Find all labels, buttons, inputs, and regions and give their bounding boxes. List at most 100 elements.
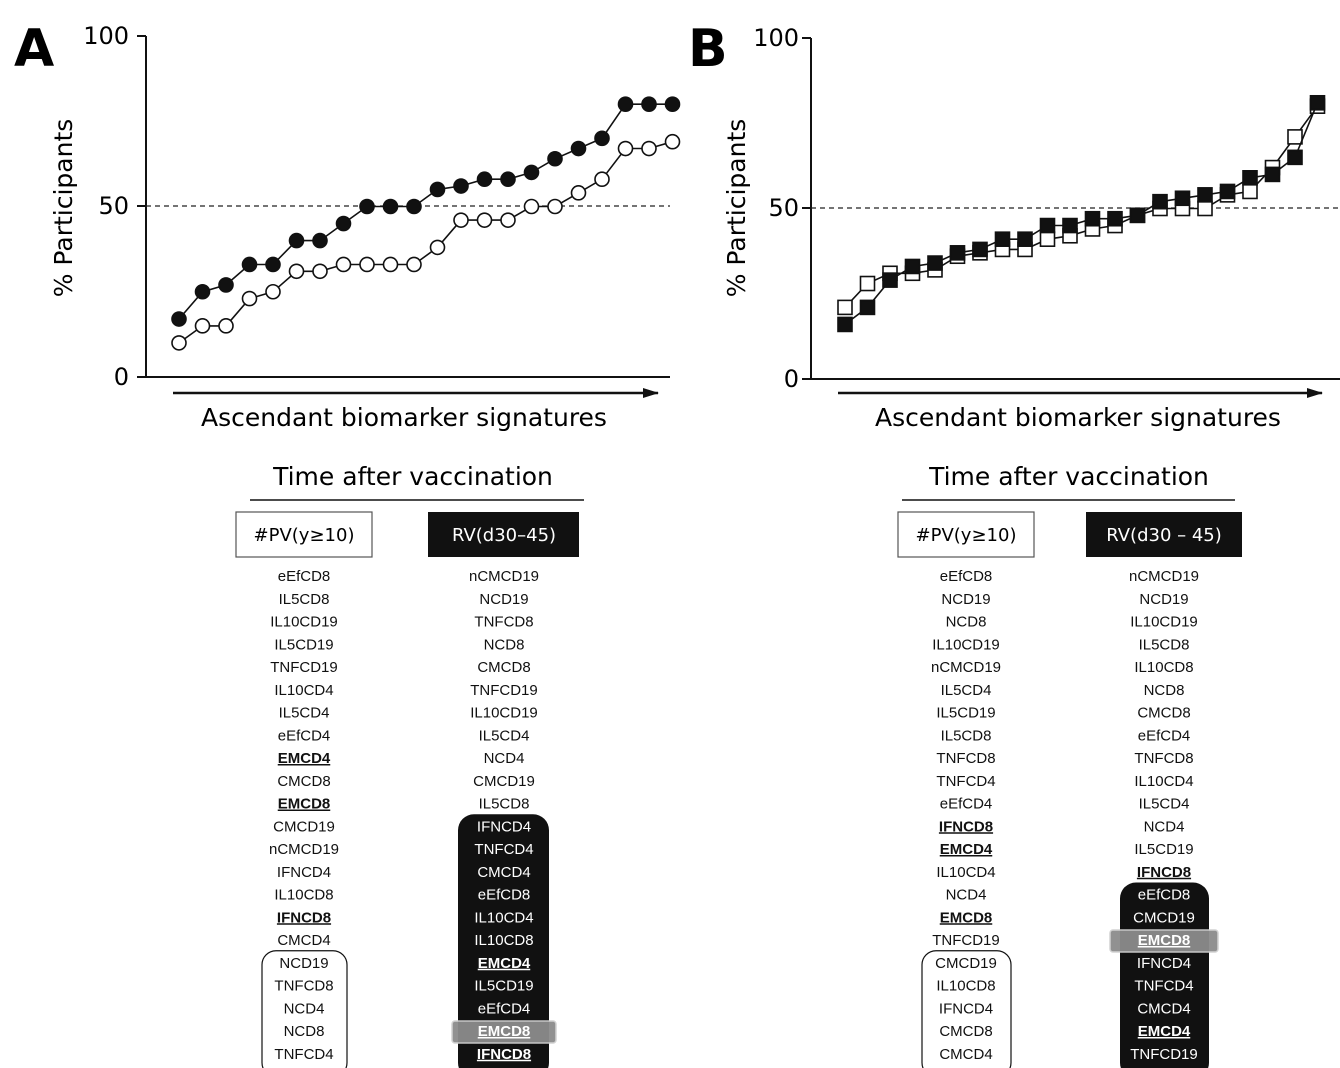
- data-point-b-1-2: [882, 272, 898, 288]
- left-list-item-b-6: IL5CD19: [936, 705, 995, 722]
- data-point-a-0-7: [335, 215, 352, 232]
- table-title-b: Time after vaccination: [928, 462, 1209, 491]
- left-list-item-a-1: IL5CD8: [279, 591, 330, 608]
- data-point-b-1-5: [949, 245, 966, 261]
- data-point-a-1-16: [547, 198, 563, 215]
- right-list-item-a-15: IL10CD4: [474, 909, 533, 926]
- panel-label-b: B: [688, 19, 728, 79]
- left-list-item-a-18: TNFCD8: [274, 978, 333, 995]
- left-list-item-b-5: IL5CD4: [941, 682, 992, 699]
- left-list-item-a-6: IL5CD4: [279, 705, 330, 722]
- right-list-item-a-18: IL5CD19: [474, 978, 533, 995]
- right-list-item-a-21: IFNCD8: [477, 1046, 531, 1063]
- signature-lists-b: eEfCD8 NCD19 NCD8 IL10CD19 nCMCD19 IL5CD4 IL5C…: [921, 568, 1219, 1068]
- left-list-item-b-13: IL10CD4: [936, 864, 995, 881]
- data-point-a-0-20: [641, 96, 657, 112]
- right-header-b: RV(d30 – 45): [1106, 525, 1222, 546]
- data-point-a-1-18: [594, 171, 610, 188]
- right-header-a: RV(d30–45): [452, 525, 556, 546]
- left-list-item-a-9: CMCD8: [277, 773, 330, 790]
- right-list-item-b-12: IL5CD19: [1134, 841, 1193, 858]
- right-header-box-a: [428, 512, 579, 557]
- left-list-item-b-8: TNFCD8: [936, 750, 995, 767]
- left-list-item-a-12: nCMCD19: [269, 841, 339, 858]
- left-list-item-a-21: TNFCD4: [274, 1046, 333, 1063]
- data-point-a-0-12: [453, 178, 469, 194]
- y-tick-label-50-a: 50: [98, 192, 129, 220]
- right-list-item-a-7: IL5CD4: [479, 727, 530, 744]
- left-list-box-a: [261, 950, 348, 1068]
- signature-lists-a: eEfCD8 IL5CD8 IL10CD19 IL5CD19 TNFCD19 IL10CD…: [261, 568, 557, 1068]
- y-axis-title-b: % Participants: [722, 119, 751, 298]
- left-list-item-b-17: CMCD19: [935, 955, 997, 972]
- data-point-a-0-11: [429, 181, 446, 198]
- data-point-b-0-16: [1197, 200, 1213, 217]
- data-point-b-1-14: [1152, 193, 1168, 210]
- data-point-a-1-21: [664, 133, 681, 150]
- data-point-a-1-5: [288, 263, 305, 280]
- left-list-box-b: [921, 950, 1012, 1068]
- right-list-item-b-6: CMCD8: [1137, 705, 1190, 722]
- right-list-item-b-17: IFNCD4: [1137, 955, 1191, 972]
- left-list-item-b-7: IL5CD8: [941, 727, 992, 744]
- data-point-b-0-9: [1039, 231, 1056, 247]
- right-list-item-b-7: eEfCD4: [1138, 727, 1191, 744]
- left-list-item-a-14: IL10CD8: [274, 887, 333, 904]
- data-point-b-1-0: [837, 316, 853, 333]
- data-point-a-1-8: [359, 256, 375, 273]
- data-point-b-0-1: [859, 275, 876, 292]
- right-list-item-a-20: EMCD8: [478, 1023, 531, 1040]
- right-list-item-a-10: IL5CD8: [479, 796, 530, 813]
- data-point-a-1-9: [382, 256, 399, 273]
- data-point-b-1-19: [1264, 166, 1281, 183]
- right-header-box-b: [1086, 512, 1242, 557]
- panel-b: B % Participants 100 50 0 Ascendant biom…: [688, 19, 1340, 1068]
- right-list-item-b-19: CMCD4: [1137, 1000, 1190, 1017]
- data-point-b-1-8: [1017, 231, 1033, 247]
- right-list-item-a-4: CMCD8: [477, 659, 530, 676]
- left-list-item-b-10: eEfCD4: [940, 796, 993, 813]
- data-point-a-0-19: [617, 96, 634, 112]
- left-list-item-b-11: IFNCD8: [939, 818, 993, 835]
- data-point-a-1-19: [617, 140, 634, 157]
- left-list-item-a-3: IL5CD19: [274, 636, 333, 653]
- right-list-item-b-15: CMCD19: [1133, 909, 1195, 926]
- right-list-item-b-16: EMCD8: [1138, 932, 1191, 949]
- data-point-b-1-4: [927, 255, 943, 271]
- right-list-item-a-2: TNFCD8: [474, 614, 533, 631]
- right-list-item-b-18: TNFCD4: [1134, 978, 1193, 995]
- series-line-b-0: [844, 105, 1319, 308]
- left-list-item-b-19: IFNCD4: [939, 1000, 993, 1017]
- right-list-item-b-11: NCD4: [1144, 818, 1185, 835]
- data-point-a-1-7: [335, 256, 352, 273]
- left-list-item-a-2: IL10CD19: [270, 614, 338, 631]
- right-list-item-a-13: CMCD4: [477, 864, 530, 881]
- left-list-item-a-7: eEfCD4: [278, 727, 331, 744]
- left-list-item-a-19: NCD4: [284, 1000, 325, 1017]
- left-header-b: #PV(y≥10): [916, 525, 1017, 546]
- left-list-item-a-4: TNFCD19: [270, 659, 338, 676]
- right-list-highlight-a: [451, 1020, 557, 1044]
- data-point-b-1-16: [1197, 187, 1213, 203]
- left-list-item-b-16: TNFCD19: [932, 932, 1000, 949]
- left-list-item-b-12: EMCD4: [940, 841, 993, 858]
- y-tick-label-100-b: 100: [753, 24, 799, 52]
- y-axis-title-a: % Participants: [49, 119, 78, 298]
- right-list-item-a-5: TNFCD19: [470, 682, 538, 699]
- data-point-b-1-3: [904, 258, 921, 275]
- data-point-a-0-8: [359, 198, 375, 215]
- data-point-b-1-7: [994, 231, 1011, 247]
- data-point-b-1-10: [1062, 217, 1078, 234]
- y-tick-label-0-b: 0: [784, 365, 799, 393]
- left-header-box-b: [897, 511, 1035, 558]
- right-list-item-a-17: EMCD4: [478, 955, 531, 972]
- left-list-item-a-8: EMCD4: [278, 750, 331, 767]
- data-point-b-1-1: [859, 299, 876, 316]
- left-list-item-b-18: IL10CD8: [936, 978, 995, 995]
- left-list-item-b-4: nCMCD19: [931, 659, 1001, 676]
- data-point-a-0-10: [406, 198, 422, 215]
- left-list-item-b-20: CMCD8: [939, 1023, 992, 1040]
- right-list-item-a-12: TNFCD4: [474, 841, 533, 858]
- data-point-a-1-1: [194, 318, 211, 334]
- data-point-a-1-20: [641, 140, 657, 157]
